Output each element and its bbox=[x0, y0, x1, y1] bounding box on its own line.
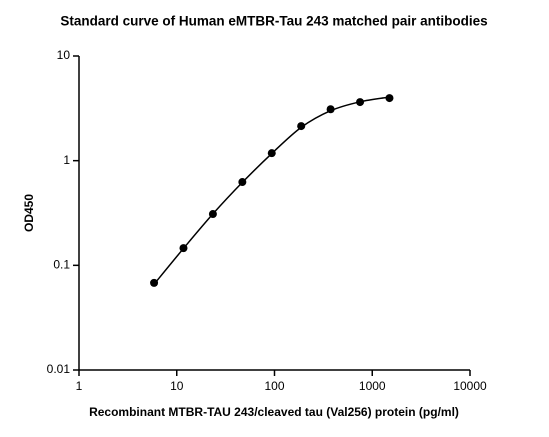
x-tick-label: 1 bbox=[76, 379, 83, 393]
chart-title: Standard curve of Human eMTBR-Tau 243 ma… bbox=[60, 14, 487, 29]
y-axis-label: OD450 bbox=[22, 194, 36, 232]
data-point bbox=[297, 122, 306, 131]
x-tick-label: 10 bbox=[170, 379, 184, 393]
y-tick-label: 0.1 bbox=[53, 258, 70, 272]
data-point bbox=[208, 210, 217, 219]
data-point bbox=[385, 94, 394, 103]
data-point bbox=[267, 149, 276, 158]
x-tick-label: 1000 bbox=[359, 379, 386, 393]
fit-curve bbox=[153, 96, 390, 285]
x-axis-label: Recombinant MTBR-TAU 243/cleaved tau (Va… bbox=[89, 405, 459, 419]
data-point bbox=[150, 278, 159, 287]
y-tick-label: 0.01 bbox=[47, 362, 71, 376]
x-tick-label: 10000 bbox=[453, 379, 487, 393]
data-point bbox=[179, 244, 188, 253]
data-point bbox=[356, 98, 365, 107]
data-point bbox=[238, 178, 247, 187]
data-point bbox=[326, 105, 335, 114]
y-tick-label: 10 bbox=[57, 48, 71, 62]
x-tick-label: 100 bbox=[264, 379, 284, 393]
y-tick-label: 1 bbox=[63, 153, 70, 167]
